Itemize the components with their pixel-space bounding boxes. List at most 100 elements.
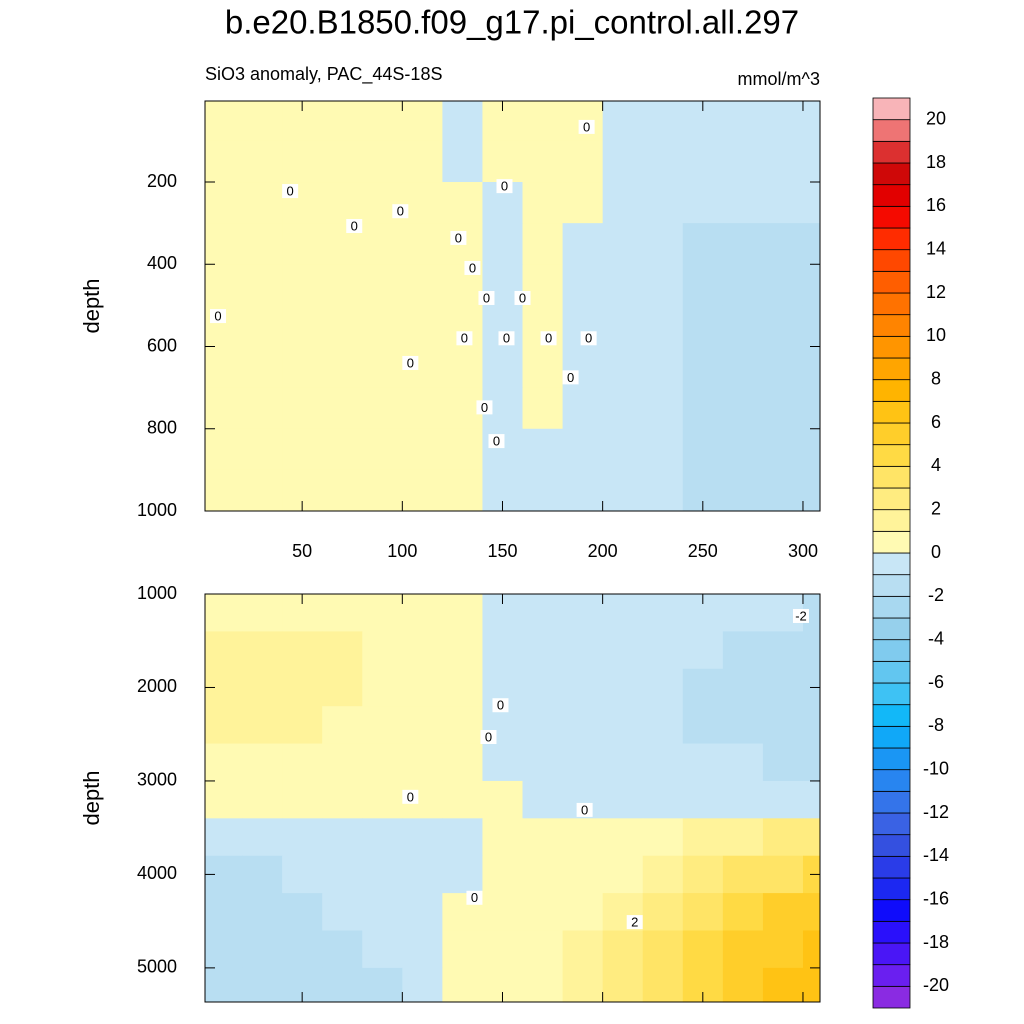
contour-cell xyxy=(402,967,443,1002)
colorbar-box xyxy=(872,530,911,554)
colorbar-box xyxy=(872,942,911,966)
y-tick-label: 800 xyxy=(147,418,177,438)
x-tick-label: 50 xyxy=(292,541,312,561)
y-tick-label: 400 xyxy=(147,253,177,273)
colorbar-box xyxy=(872,292,911,316)
contour-cell xyxy=(205,780,243,819)
contour-label-bg xyxy=(402,789,419,804)
contour-cell xyxy=(402,305,443,348)
contour-cell xyxy=(562,223,604,265)
y-tick-label: 1000 xyxy=(137,583,177,603)
contour-cell xyxy=(522,967,564,1002)
contour-cell xyxy=(722,930,764,969)
contour-cell xyxy=(362,930,403,969)
contour-cell xyxy=(242,818,283,857)
contour-label: -2 xyxy=(795,608,807,623)
contour-cell xyxy=(762,706,804,745)
contour-label: 0 xyxy=(455,230,462,245)
contour-cell xyxy=(722,305,764,348)
colorbar-box xyxy=(872,769,911,792)
contour-cell xyxy=(682,387,724,430)
contour-cell xyxy=(722,631,764,670)
contour-cell xyxy=(362,346,403,389)
contour-cell xyxy=(722,594,764,632)
subtitle: SiO3 anomaly, PAC_44S-18S xyxy=(205,64,442,85)
contour-cell xyxy=(642,101,684,142)
contour-cell xyxy=(242,706,283,745)
contour-cell xyxy=(802,387,820,430)
contour-cell xyxy=(562,594,604,632)
colorbar-label: 12 xyxy=(926,282,946,302)
contour-label-bg xyxy=(498,331,515,346)
contour-cell xyxy=(322,893,363,932)
contour-cell xyxy=(402,818,443,857)
contour-cell xyxy=(402,140,443,183)
contour-cell xyxy=(442,387,484,430)
contour-cell xyxy=(205,182,243,224)
colorbar-label: 4 xyxy=(931,455,941,475)
contour-cell xyxy=(682,668,724,707)
contour-cell xyxy=(762,855,804,894)
contour-cell xyxy=(762,631,804,670)
contour-cell xyxy=(205,469,243,511)
contour-label: 0 xyxy=(583,119,590,134)
contour-cell xyxy=(562,469,604,511)
contour-cell xyxy=(762,428,804,471)
contour-field xyxy=(205,594,820,1002)
plot-frame xyxy=(204,100,821,512)
contour-cell xyxy=(442,818,484,857)
contour-cell xyxy=(602,594,644,632)
contour-cell xyxy=(402,743,443,782)
contour-cell xyxy=(682,223,724,265)
contour-cell xyxy=(722,387,764,430)
colorbar-box xyxy=(872,855,911,879)
contour-label-bg xyxy=(496,179,513,194)
colorbar-box xyxy=(872,617,911,641)
contour-cell xyxy=(642,264,684,306)
contour-cell xyxy=(322,428,363,471)
contour-label: 2 xyxy=(631,915,638,930)
contour-cell xyxy=(802,594,820,632)
contour-label-bg xyxy=(562,370,579,385)
colorbar-box xyxy=(872,357,911,381)
contour-cell xyxy=(722,346,764,389)
contour-cell xyxy=(362,305,403,348)
contour-cell xyxy=(322,264,363,306)
colorbar-label: -14 xyxy=(923,845,949,865)
contour-cell xyxy=(562,855,604,894)
contour-cell xyxy=(682,780,724,819)
contour-cell xyxy=(522,101,564,142)
contour-label: 0 xyxy=(501,179,508,194)
contour-cell xyxy=(802,930,820,969)
contour-cell xyxy=(282,305,323,348)
contour-cell xyxy=(282,387,323,430)
contour-label: 0 xyxy=(493,434,500,449)
contour-cell xyxy=(722,855,764,894)
colorbar-label: -4 xyxy=(928,628,944,648)
colorbar-box xyxy=(872,465,911,489)
contour-label-bg xyxy=(576,802,593,817)
contour-cell xyxy=(205,930,243,969)
contour-cell xyxy=(762,140,804,183)
contour-cell xyxy=(642,818,684,857)
contour-cell xyxy=(522,387,564,430)
colorbar-label: -20 xyxy=(923,975,949,995)
contour-label: 0 xyxy=(469,260,476,275)
contour-cell xyxy=(762,818,804,857)
contour-cell xyxy=(602,930,644,969)
contour-cell xyxy=(522,428,564,471)
contour-cell xyxy=(282,346,323,389)
contour-cell xyxy=(402,223,443,265)
contour-cell xyxy=(442,967,484,1002)
contour-cell xyxy=(242,594,283,632)
contour-cell xyxy=(242,967,283,1002)
colorbar-box xyxy=(872,162,911,186)
contour-cell xyxy=(205,743,243,782)
contour-cell xyxy=(602,428,644,471)
colorbar-box xyxy=(872,140,911,164)
contour-cell xyxy=(442,101,484,142)
contour-label-bg xyxy=(478,290,495,305)
contour-cell xyxy=(362,428,403,471)
contour-cell xyxy=(682,893,724,932)
